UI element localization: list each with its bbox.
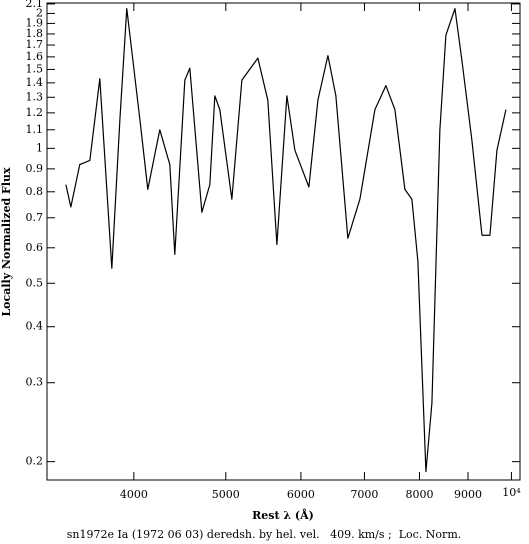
y-tick-label: 1.5	[26, 62, 44, 75]
y-tick-label: 0.7	[26, 211, 44, 224]
y-tick-label: 1.3	[26, 90, 44, 103]
y-tick-label: 0.5	[26, 276, 44, 289]
y-tick-label: 2	[36, 6, 43, 19]
y-tick-label: 1	[36, 141, 43, 154]
y-tick-label: 2.1	[26, 0, 44, 10]
y-tick-label: 0.6	[26, 241, 44, 254]
y-tick-label: 1.4	[26, 76, 44, 89]
y-tick-label: 1.2	[26, 106, 44, 119]
plot-frame	[46, 2, 521, 481]
x-tick-label: 10⁴	[502, 486, 521, 499]
x-tick-label: 5000	[212, 488, 240, 501]
y-tick-label: 1.7	[26, 38, 44, 51]
x-tick-label: 8000	[405, 488, 433, 501]
x-tick-label: 4000	[120, 488, 148, 501]
x-tick-label: 9000	[454, 488, 482, 501]
y-tick-label: 1.9	[26, 16, 44, 29]
x-tick-label: 7000	[350, 488, 378, 501]
x-tick-label: 6000	[287, 488, 315, 501]
y-tick-label: 1.8	[26, 27, 44, 40]
y-tick-label: 0.8	[26, 185, 44, 198]
caption: sn1972e Ia (1972 06 03) deredsh. by hel.…	[67, 528, 462, 541]
y-tick-label: 0.2	[26, 455, 44, 468]
spectrum-line	[65, 8, 507, 473]
y-axis-label: Locally Normalized Flux	[0, 167, 13, 317]
y-tick-label: 1.6	[26, 50, 44, 63]
x-axis-label: Rest λ (Å)	[252, 508, 314, 522]
y-tick-label: 1.1	[26, 123, 44, 136]
y-tick-label: 0.3	[26, 376, 44, 389]
y-tick-label: 0.9	[26, 162, 44, 175]
y-tick-label: 0.4	[26, 320, 44, 333]
